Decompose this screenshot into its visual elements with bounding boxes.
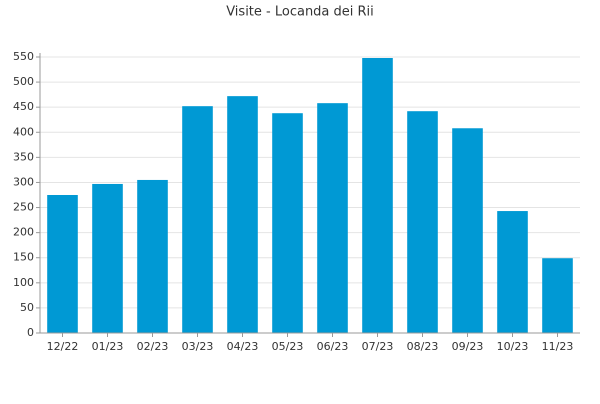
bar <box>317 103 348 334</box>
y-tick-label: 200 <box>13 226 34 239</box>
y-tick-label: 100 <box>13 276 34 289</box>
x-tick-label: 02/23 <box>137 340 169 353</box>
x-tick-label: 01/23 <box>92 340 124 353</box>
y-tick-label: 550 <box>13 50 34 63</box>
bar <box>92 183 123 333</box>
x-tick-label: 09/23 <box>452 340 484 353</box>
y-tick-label: 450 <box>13 100 34 113</box>
x-tick-label: 03/23 <box>182 340 214 353</box>
y-tick-label: 0 <box>27 326 34 339</box>
y-tick-label: 400 <box>13 125 34 138</box>
y-tick-label: 350 <box>13 150 34 163</box>
x-tick-label: 05/23 <box>272 340 304 353</box>
chart-title: Visite - Locanda dei Rii <box>226 5 374 20</box>
x-tick-label: 06/23 <box>317 340 349 353</box>
bar <box>272 113 303 333</box>
x-tick-label: 12/22 <box>47 340 79 353</box>
x-tick-label: 11/23 <box>542 340 574 353</box>
x-tick-label: 10/23 <box>497 340 529 353</box>
y-tick-label: 500 <box>13 75 34 88</box>
x-tick-label: 07/23 <box>362 340 394 353</box>
x-tick-label: 04/23 <box>227 340 259 353</box>
y-tick-label: 150 <box>13 251 34 264</box>
bar <box>362 58 393 334</box>
bar <box>227 96 258 333</box>
x-tick-label: 08/23 <box>407 340 439 353</box>
bar <box>407 111 438 333</box>
bar <box>47 195 78 333</box>
bar <box>452 128 483 333</box>
y-tick-label: 300 <box>13 175 34 188</box>
bar <box>182 106 213 333</box>
bar <box>137 179 168 333</box>
y-tick-label: 50 <box>20 301 34 314</box>
bar <box>542 258 573 333</box>
bar <box>497 211 528 333</box>
y-tick-label: 250 <box>13 201 34 214</box>
